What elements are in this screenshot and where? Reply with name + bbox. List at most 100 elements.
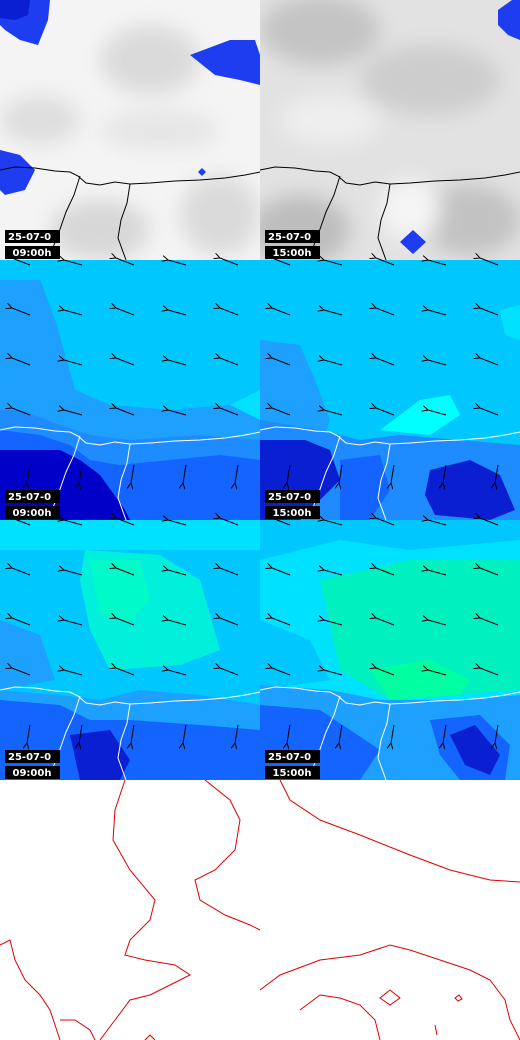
- wind-arrow: [168, 570, 187, 576]
- wind-arrow: [428, 620, 447, 626]
- coastline: [117, 703, 131, 781]
- time-label: 15:00h: [273, 768, 312, 779]
- wind-arrow: [324, 410, 343, 416]
- panel-contours-left: [0, 779, 261, 1040]
- wind-arrow: [235, 724, 239, 743]
- wind-arrow: [428, 360, 447, 366]
- date-label: 25-07-0: [268, 232, 311, 243]
- wind-arrow: [220, 568, 239, 576]
- wind-arrow: [168, 360, 187, 366]
- time-label: 15:00h: [273, 248, 312, 259]
- wind-arrow: [391, 464, 395, 483]
- wind-arrow: [480, 568, 499, 576]
- date-label: 25-07-0: [268, 492, 311, 503]
- wind-arrow: [324, 670, 343, 676]
- date-box: [5, 490, 60, 503]
- wind-arrow: [480, 668, 499, 676]
- wind-arrow: [64, 570, 83, 576]
- panel-cloud-1500: [260, 0, 520, 260]
- wind-arrow: [64, 310, 83, 316]
- date-label: 25-07-0: [268, 752, 311, 763]
- wind-arrow: [376, 308, 395, 316]
- wind-arrow: [220, 518, 239, 526]
- wind-arrow: [116, 408, 135, 416]
- time-label: 09:00h: [13, 248, 52, 259]
- panel-overlay: 25-07-0 09:00h: [0, 518, 261, 781]
- wind-arrow: [324, 360, 343, 366]
- time-box: [265, 506, 320, 519]
- coastline: [117, 183, 131, 261]
- coastline: [377, 443, 391, 521]
- wind-arrow: [12, 358, 31, 366]
- time-label: 09:00h: [13, 508, 52, 519]
- wind-arrow: [79, 724, 83, 743]
- wind-arrow: [116, 668, 135, 676]
- wind-arrow: [64, 410, 83, 416]
- wind-arrow: [376, 618, 395, 626]
- panel-wind-1500: [260, 260, 520, 520]
- wind-arrow: [428, 310, 447, 316]
- wind-arrow: [168, 620, 187, 626]
- wind-arrow: [272, 668, 291, 676]
- wind-arrow: [480, 408, 499, 416]
- wind-arrow: [376, 668, 395, 676]
- wind-arrow: [272, 518, 291, 526]
- coastline: [377, 183, 391, 261]
- wind-arrow: [12, 518, 31, 526]
- wind-arrow: [220, 408, 239, 416]
- wind-arrow: [339, 724, 343, 743]
- panel-contours-right: [259, 779, 520, 1040]
- wind-arrow: [116, 308, 135, 316]
- coastline: [259, 686, 520, 706]
- wind-arrow: [64, 670, 83, 676]
- wind-arrow: [64, 620, 83, 626]
- date-label: 25-07-0: [8, 232, 51, 243]
- panel-overlay: 25-07-0 15:00h: [259, 258, 520, 521]
- wind-arrow: [287, 464, 291, 483]
- panel-overlay: 25-07-0 15:00h: [259, 166, 520, 261]
- wind-arrow: [287, 724, 291, 743]
- wind-arrow: [443, 724, 447, 743]
- panel-cloud-0900: [0, 0, 260, 260]
- wind-arrow: [324, 260, 343, 266]
- wind-arrow: [220, 668, 239, 676]
- wind-arrow: [428, 260, 447, 266]
- wind-arrow: [376, 358, 395, 366]
- time-label: 09:00h: [13, 768, 52, 779]
- wind-arrow: [220, 308, 239, 316]
- wind-arrow: [480, 308, 499, 316]
- time-box: [265, 766, 320, 779]
- wind-arrow: [480, 518, 499, 526]
- wind-arrow: [495, 724, 499, 743]
- wind-arrow: [235, 464, 239, 483]
- coastline: [117, 443, 131, 521]
- date-label: 25-07-0: [8, 492, 51, 503]
- wind-arrow: [116, 258, 135, 266]
- wind-arrow: [220, 618, 239, 626]
- wind-arrow: [220, 358, 239, 366]
- date-box: [265, 230, 320, 243]
- panel-wind2-1500: [260, 520, 520, 780]
- panel-wind-0900: [0, 260, 260, 520]
- wind-arrow: [183, 464, 187, 483]
- wind-arrow: [12, 308, 31, 316]
- wind-arrow: [480, 358, 499, 366]
- coastline: [0, 686, 261, 706]
- date-box: [265, 750, 320, 763]
- wind-arrow: [376, 258, 395, 266]
- wind-arrow: [391, 724, 395, 743]
- wind-arrow: [131, 464, 135, 483]
- wind-arrow: [116, 518, 135, 526]
- wind-arrow: [324, 570, 343, 576]
- wind-arrow: [168, 670, 187, 676]
- date-box: [265, 490, 320, 503]
- wind-arrow: [428, 570, 447, 576]
- wind-arrow: [428, 410, 447, 416]
- wind-arrow: [220, 258, 239, 266]
- wind-arrow: [116, 358, 135, 366]
- wind-arrow: [272, 618, 291, 626]
- wind-arrow: [324, 620, 343, 626]
- time-label: 15:00h: [273, 508, 312, 519]
- wind-arrow: [376, 518, 395, 526]
